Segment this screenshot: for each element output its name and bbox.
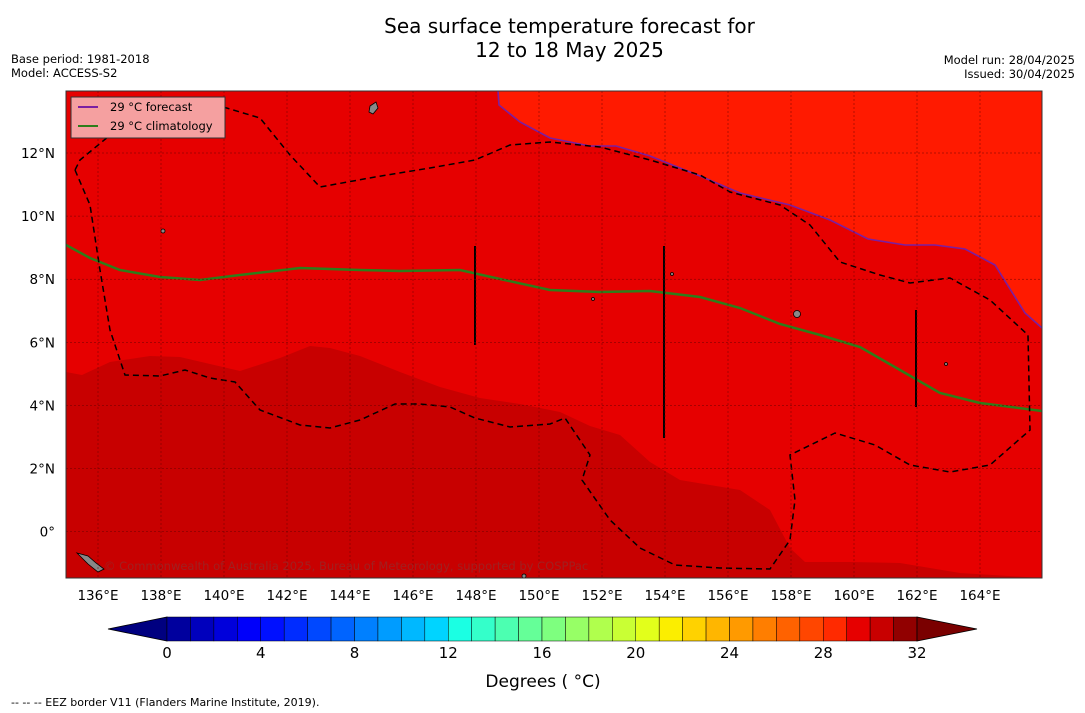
- meta-right: Model run: 28/04/2025 Issued: 30/04/2025: [944, 53, 1075, 81]
- model-text: Model: ACCESS-S2: [11, 66, 118, 80]
- eez-footnote: -- -- -- EEZ border V11 (Flanders Marine…: [11, 696, 320, 709]
- colorbar-segment: [471, 616, 496, 642]
- sst-zone-30-31: [66, 346, 1042, 578]
- map-frame: [65, 90, 1043, 579]
- lon-label: 162°E: [896, 588, 937, 604]
- lon-label: 154°E: [644, 588, 685, 604]
- colorbar-segment: [354, 616, 379, 642]
- lon-label: 156°E: [707, 588, 748, 604]
- colorbar-tick-label: 20: [626, 644, 645, 662]
- lon-label: 140°E: [203, 588, 244, 604]
- meta-left: Base period: 1981-2018 Model: ACCESS-S2: [11, 52, 150, 80]
- colorbar-segment: [541, 616, 566, 642]
- land-islands: [75, 101, 948, 578]
- colorbar-segment: [635, 616, 660, 642]
- lon-label: 148°E: [455, 588, 496, 604]
- lat-label: 2°N: [30, 462, 55, 478]
- issued-text: Issued: 30/04/2025: [964, 67, 1075, 81]
- lat-label: 12°N: [21, 146, 55, 162]
- colorbar-tick-label: 28: [814, 644, 833, 662]
- colorbar-tick-label: 16: [532, 644, 551, 662]
- colorbar-tick-label: 24: [720, 644, 739, 662]
- colorbar-segment: [752, 616, 777, 642]
- colorbar-tick-label: 32: [907, 644, 926, 662]
- lat-label: 0°: [40, 525, 55, 541]
- colorbar-tick-label: 12: [439, 644, 458, 662]
- colorbar-segment: [893, 616, 918, 642]
- colorbar-segment: [213, 616, 238, 642]
- colorbar-segment: [658, 616, 683, 642]
- legend-box: 29 °C forecast 29 °C climatology: [70, 96, 226, 139]
- colorbar-tick-label: 4: [256, 644, 266, 662]
- colorbar-tick-label: 8: [350, 644, 360, 662]
- base-period-text: Base period: 1981-2018: [11, 52, 150, 66]
- lon-label: 152°E: [581, 588, 622, 604]
- colorbar-segment: [729, 616, 754, 642]
- longitude-labels: 136°E 138°E 140°E 142°E 144°E 146°E 148°E 150°E…: [77, 588, 1000, 604]
- colorbar-label: Degrees ( °C): [485, 672, 600, 692]
- colorbar-segment: [869, 616, 894, 642]
- lon-label: 146°E: [392, 588, 433, 604]
- model-run-text: Model run: 28/04/2025: [943, 53, 1075, 67]
- colorbar-segment: [494, 616, 519, 642]
- colorbar-segment: [401, 616, 426, 642]
- colorbar-segment: [823, 616, 847, 642]
- lat-label: 6°N: [30, 335, 55, 351]
- lon-label: 136°E: [77, 588, 118, 604]
- title-line-1: Sea surface temperature forecast for: [384, 14, 755, 38]
- colorbar-segment: [612, 616, 636, 642]
- eez-border: [74, 105, 1031, 570]
- colorbar-segment: [377, 616, 402, 642]
- colorbar-segment: [776, 616, 801, 642]
- colorbar: [107, 616, 978, 642]
- colorbar-segment: [190, 616, 215, 642]
- colorbar-segment: [846, 616, 871, 642]
- title-line-2: 12 to 18 May 2025: [475, 38, 664, 62]
- colorbar-max-arrow: [916, 616, 978, 642]
- colorbar-segment: [799, 616, 824, 642]
- lon-label: 138°E: [140, 588, 181, 604]
- forecast-29c-line: [497, 91, 1042, 329]
- lon-label: 142°E: [266, 588, 307, 604]
- lat-label: 8°N: [30, 272, 55, 288]
- copyright-watermark: © Commonwealth of Australia 2025, Bureau…: [104, 559, 588, 573]
- lat-label: 4°N: [30, 398, 55, 414]
- colorbar-segment: [518, 616, 543, 642]
- lat-label: 10°N: [21, 209, 55, 225]
- colorbar-segment: [705, 616, 730, 642]
- latitude-labels: 12°N 10°N 8°N 6°N 4°N 2°N 0°: [21, 146, 55, 541]
- colorbar-ticks: 0 4 8 12 16 20 24 28 32: [162, 644, 926, 662]
- colorbar-segment: [448, 616, 472, 642]
- colorbar-tick-label: 0: [162, 644, 172, 662]
- colorbar-segment: [307, 616, 332, 642]
- map-panel: © Commonwealth of Australia 2025, Bureau…: [66, 91, 1042, 578]
- colorbar-segment: [565, 616, 590, 642]
- lon-label: 164°E: [959, 588, 1000, 604]
- colorbar-segment: [237, 616, 261, 642]
- lon-label: 144°E: [329, 588, 370, 604]
- legend-climatology-label: 29 °C climatology: [110, 119, 213, 133]
- legend-forecast-label: 29 °C forecast: [110, 100, 193, 114]
- colorbar-segment: [424, 616, 449, 642]
- colorbar-segment: [283, 616, 308, 642]
- colorbar-segment: [682, 616, 707, 642]
- gridlines: [66, 91, 1042, 578]
- colorbar-min-arrow: [107, 616, 168, 642]
- colorbar-segment: [260, 616, 285, 642]
- lon-label: 160°E: [833, 588, 874, 604]
- colorbar-segment: [588, 616, 613, 642]
- map-title: Sea surface temperature forecast for 12 …: [0, 14, 1085, 62]
- colorbar-segment: [166, 616, 191, 642]
- sst-zone-28-29: [498, 91, 1042, 328]
- lon-label: 150°E: [518, 588, 559, 604]
- lon-label: 158°E: [770, 588, 811, 604]
- colorbar-segment: [330, 616, 355, 642]
